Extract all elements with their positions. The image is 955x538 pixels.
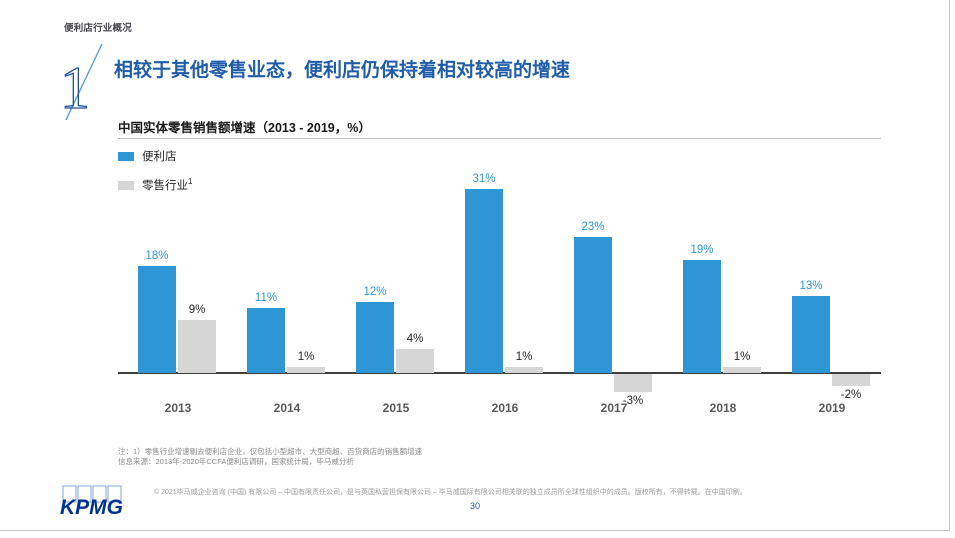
x-axis-tick-label: 2017 xyxy=(600,401,628,415)
x-axis-tick-label: 2019 xyxy=(818,401,846,415)
bar-retail-industry xyxy=(723,367,761,373)
bar-retail-industry xyxy=(396,349,434,373)
legend-swatch-blue xyxy=(118,151,134,161)
kpmg-logo-icon: KPMG xyxy=(60,485,123,519)
footnote-note: 注：1）零售行业增速剔去便利店企业，仅包括小型超市、大型商超、百货商店的销售额增… xyxy=(118,447,423,456)
x-axis-tick-label: 2018 xyxy=(709,401,737,415)
bar-label-convenience-store: 13% xyxy=(799,279,823,292)
x-axis-tick-label: 2013 xyxy=(164,401,192,415)
bar-convenience-store xyxy=(138,266,176,373)
plot-area: 18% 9% 2013 11% 1% 2014 12% 4% 2015 31% 1% 2016 23% -… xyxy=(118,160,881,440)
bar-label-convenience-store: 12% xyxy=(363,285,387,298)
bar-label-convenience-store: 23% xyxy=(581,220,605,233)
legend-label: 零售行业1 xyxy=(142,177,193,192)
bar-retail-industry xyxy=(832,374,870,386)
x-axis-tick-label: 2014 xyxy=(273,401,301,415)
legend-footnote-marker: 1 xyxy=(188,177,193,187)
svg-text:KPMG: KPMG xyxy=(60,496,123,519)
chart-title: 中国实体零售销售额增速（2013 - 2019，%） xyxy=(118,121,371,135)
bar-label-convenience-store: 18% xyxy=(145,250,169,263)
bar-label-retail-industry: 4% xyxy=(406,333,424,346)
bar-label-retail-industry: -2% xyxy=(840,388,862,401)
bar-convenience-store xyxy=(683,260,721,373)
legend-label: 便利店 xyxy=(142,151,177,163)
page-title: 相较于其他零售业态，便利店仍保持着相对较高的增速 xyxy=(114,60,571,81)
eyebrow-text: 便利店行业概况 xyxy=(64,23,132,34)
footnote-source: 信息来源：2013年-2020年CCFA便利店调研，国家统计局，毕马威分析 xyxy=(118,457,354,466)
slide-right-edge xyxy=(949,0,950,531)
slide-bottom-edge xyxy=(0,530,950,531)
bar-label-retail-industry: 9% xyxy=(188,303,206,316)
bar-label-convenience-store: 19% xyxy=(690,244,714,257)
bar-convenience-store xyxy=(465,189,503,373)
svg-text:1: 1 xyxy=(60,55,90,121)
bar-label-retail-industry: 1% xyxy=(297,351,315,364)
bar-label-convenience-store: 11% xyxy=(254,291,278,304)
bar-convenience-store xyxy=(356,301,394,373)
copyright-text: © 2021毕马威企业咨询 (中国) 有限公司 – 中国有限责任公司，是与英国私… xyxy=(154,489,747,496)
section-number-icon: 1 xyxy=(59,43,103,122)
bar-retail-industry xyxy=(614,374,652,392)
bar-convenience-store xyxy=(247,307,285,373)
bar-retail-industry xyxy=(178,319,216,373)
page-number: 30 xyxy=(469,501,480,511)
legend-swatch-gray xyxy=(118,180,134,190)
bar-convenience-store xyxy=(574,236,612,373)
bar-label-convenience-store: 31% xyxy=(472,173,496,186)
section-number-mark: 1 xyxy=(56,42,108,127)
bar-convenience-store xyxy=(792,295,830,373)
legend-item-retail-industry: 零售行业1 xyxy=(118,177,192,193)
bar-label-retail-industry: -3% xyxy=(622,394,644,407)
bar-retail-industry xyxy=(505,367,543,373)
kpmg-logo: KPMG xyxy=(60,485,130,524)
bar-label-retail-industry: 1% xyxy=(515,351,533,364)
x-axis-line xyxy=(118,372,881,374)
x-axis-tick-label: 2016 xyxy=(491,401,519,415)
bar-label-retail-industry: 1% xyxy=(733,351,751,364)
legend-item-convenience-store: 便利店 xyxy=(118,148,177,164)
bar-retail-industry xyxy=(287,367,325,373)
chart-title-divider xyxy=(118,138,881,139)
x-axis-tick-label: 2015 xyxy=(382,401,410,415)
